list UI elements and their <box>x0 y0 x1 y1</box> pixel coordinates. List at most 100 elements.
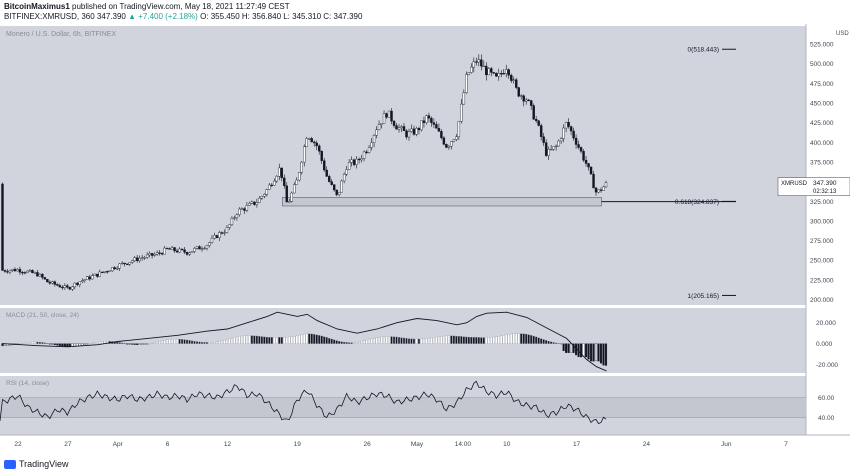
candle-body <box>275 176 279 182</box>
macd-histogram-bar <box>200 341 204 344</box>
macd-histogram-bar <box>48 343 51 345</box>
candle-body <box>564 122 568 129</box>
main-chart-title: Monero / U.S. Dollar, 6h, BITFINEX <box>6 31 116 38</box>
candle-body <box>290 192 293 202</box>
candle-body <box>160 253 164 255</box>
macd-histogram-bar <box>56 343 59 346</box>
candle-body <box>385 113 388 118</box>
candle-body <box>210 237 214 243</box>
candle-body <box>507 69 510 76</box>
candle-body <box>482 65 485 68</box>
candle-body <box>93 273 96 276</box>
candle-body <box>68 287 72 290</box>
macd-histogram-bar <box>240 335 243 344</box>
macd-histogram-bar <box>146 343 149 345</box>
candle-body <box>569 126 573 132</box>
fib-level-label: 1(205.165) <box>688 293 719 300</box>
candle-body <box>475 61 478 63</box>
macd-histogram-bar <box>280 337 283 344</box>
candle-body <box>228 224 231 228</box>
macd-histogram-bar <box>245 335 248 344</box>
price-tick-label: 425.000 <box>810 120 834 127</box>
candle-body <box>340 180 343 193</box>
footer-brand[interactable]: TradingView <box>4 459 69 469</box>
candle-body <box>308 138 311 140</box>
candle-body <box>213 235 216 239</box>
macd-histogram-bar <box>572 343 575 353</box>
macd-histogram-bar <box>166 339 169 344</box>
macd-histogram <box>1 333 608 366</box>
candle-body <box>53 281 57 285</box>
candle-body <box>200 248 204 250</box>
macd-histogram-bar <box>121 342 124 344</box>
price-tick-label: 525.000 <box>810 42 834 49</box>
macd-histogram-bar <box>555 342 558 344</box>
macd-histogram-bar <box>497 336 500 344</box>
candle-body <box>58 285 62 288</box>
time-tick-label: 19 <box>294 441 302 448</box>
macd-histogram-bar <box>452 335 455 344</box>
fib-level-label: 0.618(324.837) <box>675 199 719 206</box>
time-tick-label: 14:00 <box>455 441 472 448</box>
macd-histogram-bar <box>412 338 416 344</box>
macd-histogram-bar <box>230 337 233 344</box>
candle-body <box>3 270 7 272</box>
candle-body <box>293 184 296 194</box>
candle-body <box>380 123 383 125</box>
macd-histogram-bar <box>290 336 293 344</box>
macd-histogram-bar <box>220 340 223 344</box>
macd-histogram-bar <box>96 342 99 344</box>
macd-histogram-bar <box>565 343 568 353</box>
candle-body <box>170 247 174 250</box>
macd-histogram-bar <box>300 334 303 344</box>
author-name[interactable]: BitcoinMaximus1 <box>4 2 70 11</box>
candle-body <box>280 167 284 179</box>
macd-histogram-bar <box>273 337 276 344</box>
candle-body <box>372 135 376 143</box>
macd-histogram-bar <box>178 338 181 344</box>
candle-body <box>96 273 99 277</box>
candle-body <box>218 232 221 239</box>
candle-body <box>532 105 535 120</box>
macd-histogram-bar <box>338 340 341 344</box>
candle-body <box>487 68 490 76</box>
price-label-box <box>777 177 850 196</box>
candle-body <box>452 139 456 142</box>
macd-histogram-bar <box>485 337 488 344</box>
macd-histogram-bar <box>450 335 453 344</box>
macd-histogram-bar <box>415 338 418 344</box>
macd-histogram-bar <box>153 342 156 344</box>
candle-body <box>180 248 184 250</box>
trading-chart[interactable]: 200.000 225.000 250.000 275.000 300.000 325.0… <box>0 24 850 456</box>
macd-histogram-bar <box>263 336 266 344</box>
macd-histogram-bar <box>161 340 164 344</box>
macd-histogram-bar <box>33 341 36 344</box>
candle-body <box>283 177 286 186</box>
time-tick-label: 10 <box>503 441 511 448</box>
candle-body <box>589 166 593 175</box>
macd-histogram-bar <box>430 337 433 344</box>
macd-histogram-bar <box>395 336 398 344</box>
candle-body <box>320 151 323 161</box>
candle-body <box>198 246 201 250</box>
price-label-value: 347.390 <box>813 180 837 187</box>
macd-histogram-bar <box>138 343 141 345</box>
macd-histogram-bar <box>560 343 563 345</box>
candle-body <box>268 184 271 190</box>
candle-body <box>23 272 27 274</box>
publish-info: BitcoinMaximus1 published on TradingView… <box>4 2 290 11</box>
candle-body <box>505 69 508 74</box>
candle-body <box>527 99 530 101</box>
candle-body <box>240 208 244 210</box>
macd-histogram-bar <box>313 334 316 344</box>
macd-histogram-bar <box>143 343 146 345</box>
macd-histogram-bar <box>260 336 263 344</box>
macd-histogram-bar <box>31 341 34 344</box>
macd-histogram-bar <box>382 336 386 344</box>
macd-histogram-bar <box>83 343 86 345</box>
macd-histogram-bar <box>365 339 368 344</box>
macd-histogram-bar <box>303 333 306 344</box>
candle-body <box>205 245 209 249</box>
macd-histogram-bar <box>397 337 401 344</box>
candle-body <box>175 250 179 253</box>
